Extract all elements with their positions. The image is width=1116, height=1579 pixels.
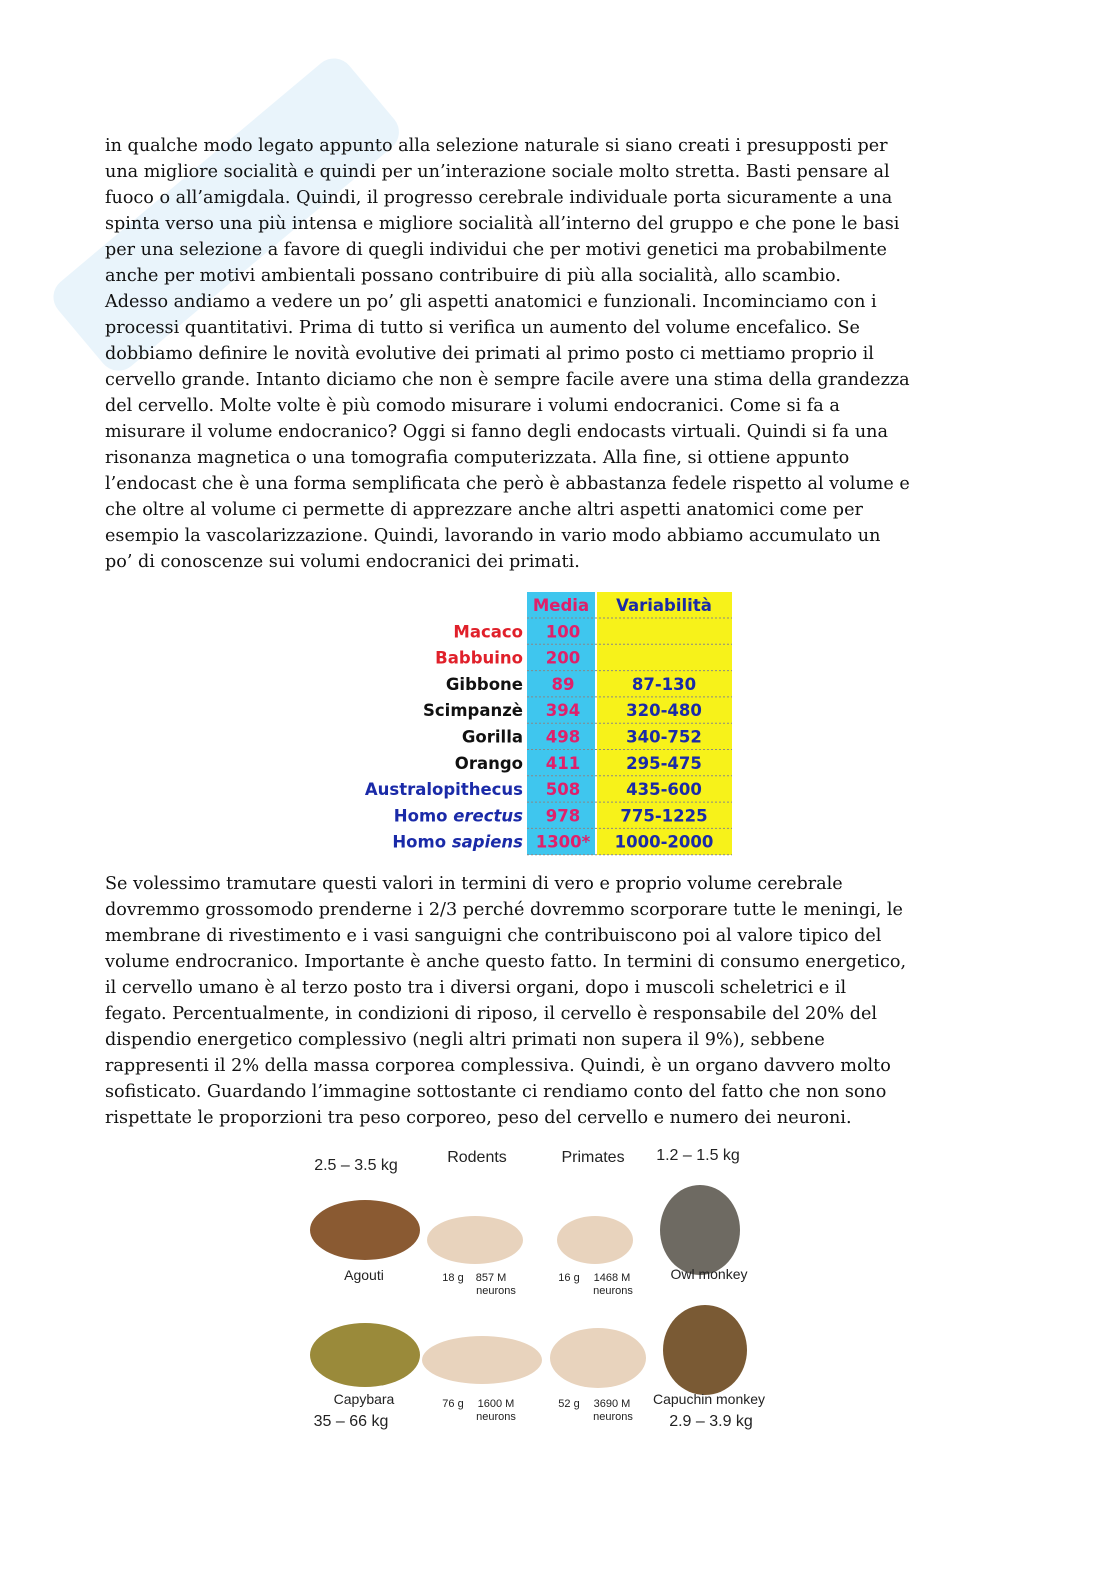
table-header: Media — [533, 596, 589, 615]
species-name: Homo erectus — [394, 806, 523, 825]
figure-label: neurons — [593, 1285, 633, 1297]
figure-label: 2.5 – 3.5 kg — [314, 1157, 398, 1174]
variability-value: 435-600 — [626, 780, 702, 799]
watermark — [53, 58, 399, 371]
genus: Gibbone — [446, 675, 523, 694]
figure-label: neurons — [476, 1285, 516, 1297]
species-name: Australopithecus — [365, 780, 523, 799]
owl-monkey — [660, 1185, 740, 1275]
figure-label: Agouti — [344, 1267, 384, 1283]
text-line: dovremmo grossomodo prenderne i 2/3 perc… — [105, 899, 903, 920]
figure-label: 18 g — [442, 1272, 463, 1284]
media-value: 508 — [546, 780, 580, 799]
text-line: spinta verso una più intensa e migliore … — [105, 213, 900, 234]
text-line: processi quantitativi. Prima di tutto si… — [105, 318, 860, 338]
species-name: Gorilla — [462, 728, 523, 747]
media-value: 498 — [546, 728, 580, 747]
species-name: Orango — [455, 754, 523, 773]
figure-label: neurons — [593, 1411, 633, 1423]
text-line: l’endocast che è una forma semplificata … — [105, 473, 910, 494]
figure-label: Owl monkey — [670, 1266, 747, 1282]
text-line: in qualche modo legato appunto alla sele… — [105, 136, 888, 156]
text-line: Adesso andiamo a vedere un po’ gli aspet… — [104, 292, 877, 312]
figure-label: Rodents — [447, 1149, 507, 1166]
capuchin-monkey — [663, 1305, 747, 1395]
text-line: dispendio energetico complessivo (negli … — [105, 1030, 825, 1050]
variability-value: 340-752 — [626, 728, 702, 747]
species-name: Homo sapiens — [392, 833, 523, 852]
variability-value: 87-130 — [632, 675, 696, 694]
media-value: 411 — [546, 754, 580, 773]
genus: Scimpanzè — [423, 701, 523, 720]
primate-brain — [557, 1216, 633, 1264]
media-value: 200 — [546, 649, 580, 668]
figure-label: 16 g — [558, 1272, 579, 1284]
capybara — [310, 1323, 420, 1387]
text-line: risonanza magnetica o una tomografia com… — [105, 448, 849, 468]
text-line: dobbiamo definire le novità evolutive de… — [105, 344, 874, 364]
variability-value: 775-1225 — [620, 806, 707, 825]
figure-label: 1.2 – 1.5 kg — [656, 1147, 740, 1164]
table-header: Variabilità — [616, 596, 712, 615]
text-line: cervello grande. Intanto diciamo che non… — [105, 369, 910, 390]
species-name: Scimpanzè — [423, 701, 523, 720]
variability-value: 1000-2000 — [615, 833, 714, 852]
figure-label: neurons — [476, 1411, 516, 1423]
text-line: fegato. Percentualmente, in condizioni d… — [105, 1003, 877, 1024]
text-line: membrane di rivestimento e i vasi sangui… — [105, 926, 882, 946]
text-line: fuoco o all’amigdala. Quindi, il progres… — [105, 188, 892, 208]
text-line: misurare il volume endocranico? Oggi si … — [105, 422, 888, 442]
text-line: esempio la vascolarizzazione. Quindi, la… — [105, 526, 880, 546]
figure-label: 2.9 – 3.9 kg — [669, 1413, 753, 1430]
primate-brain — [550, 1328, 646, 1388]
genus: Gorilla — [462, 728, 523, 747]
media-value: 394 — [546, 701, 580, 720]
genus: Homo — [394, 806, 448, 825]
genus: Babbuino — [435, 649, 523, 668]
species-name: Babbuino — [435, 649, 523, 668]
figure-label: 1600 M — [478, 1398, 515, 1410]
text-line: volume endrocranico. Importante è anche … — [104, 951, 906, 972]
media-value: 89 — [552, 675, 575, 694]
figure-label: 3690 M — [594, 1398, 631, 1410]
genus: Macaco — [453, 622, 523, 641]
text-line: anche per motivi ambientali possano cont… — [105, 265, 841, 286]
genus: Australopithecus — [365, 780, 523, 799]
species: sapiens — [452, 833, 523, 852]
variability-value: 320-480 — [626, 701, 702, 720]
figure-label: Primates — [561, 1149, 624, 1166]
variability-value: 295-475 — [626, 754, 702, 773]
text-line: rispettate le proporzioni tra peso corpo… — [105, 1108, 852, 1128]
media-value: 978 — [546, 806, 580, 825]
text-line: rappresenti il 2% della massa corporea c… — [105, 1055, 891, 1076]
text-line: che oltre al volume ci permette di appre… — [105, 500, 863, 520]
genus: Orango — [455, 754, 523, 773]
figure-label: Capuchin monkey — [653, 1391, 765, 1407]
figure-label: 35 – 66 kg — [314, 1413, 389, 1430]
species-name: Macaco — [453, 622, 523, 641]
species: erectus — [453, 806, 523, 825]
figure-label: 857 M — [476, 1272, 507, 1284]
watermark-shape — [53, 58, 399, 371]
species-name: Gibbone — [446, 675, 523, 694]
rodent-brain — [427, 1216, 523, 1264]
text-line: il cervello umano è al terzo posto tra i… — [105, 977, 846, 998]
figure-label: 76 g — [442, 1398, 463, 1410]
text-line: per una selezione a favore di quegli ind… — [105, 240, 887, 260]
agouti — [310, 1200, 420, 1260]
genus: Homo — [392, 833, 446, 852]
text-line: una migliore socialità e quindi per un’i… — [105, 162, 890, 182]
text-line: Se volessimo tramutare questi valori in … — [105, 874, 843, 894]
rodent-brain — [422, 1336, 542, 1384]
figure-label: 1468 M — [594, 1272, 631, 1284]
figure-label: Capybara — [334, 1391, 395, 1407]
media-value: 100 — [546, 622, 580, 641]
text-line: sofisticato. Guardando l’immagine sottos… — [105, 1082, 886, 1102]
figure-label: 52 g — [558, 1398, 579, 1410]
text-line: del cervello. Molte volte è più comodo m… — [105, 395, 840, 416]
media-value: 1300* — [536, 833, 591, 852]
text-line: po’ di conoscenze sui volumi endocranici… — [105, 552, 580, 572]
